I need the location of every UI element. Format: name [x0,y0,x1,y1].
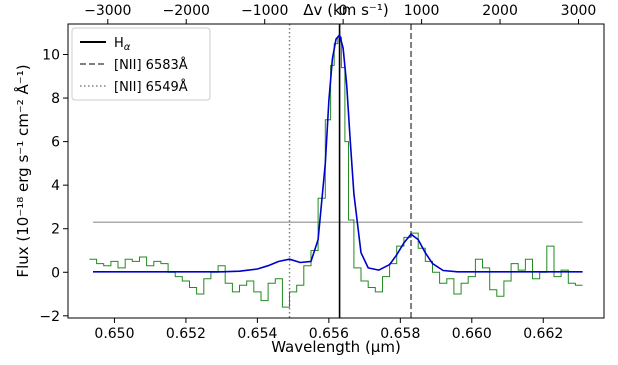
top-tick-label: −1000 [241,3,288,19]
x-axis-label: Wavelength (μm) [271,338,401,356]
x-tick-label: 0.656 [309,326,349,342]
y-tick-label: −2 [39,309,60,325]
y-axis-label: Flux (10⁻¹⁸ erg s⁻¹ cm⁻² Å⁻¹) [13,64,32,277]
legend-box [71,27,211,101]
plot-content [89,24,583,318]
x-tick-label: 0.658 [380,326,420,342]
x-tick-label: 0.662 [523,326,563,342]
legend-label-halpha: Hα [114,36,131,53]
y-tick-label: 4 [51,178,60,194]
x-tick-label: 0.652 [166,326,206,342]
y-tick-label: 8 [51,91,60,107]
top-tick-label: −3000 [84,3,131,19]
legend-label-nii-6583: [NII] 6583Å [114,57,188,73]
x-tick-label: 0.650 [94,326,134,342]
y-tick-label: 10 [42,47,60,63]
legend: Hα [NII] 6583Å [NII] 6549Å [71,27,211,101]
observed-spectrum-series [89,36,583,308]
axes-layer: 0.650 0.652 0.654 0.656 0.658 0.660 0.662 −2 0 2 4… [39,3,596,342]
top-tick-label: 3000 [561,3,597,19]
top-axis-label: Δv (km s⁻¹) [303,1,388,19]
top-tick-label: −2000 [163,3,210,19]
y-tick-label: 6 [51,135,60,151]
top-tick-label: 0 [339,3,348,19]
model-fit-series [93,34,583,273]
top-tick-label: 1000 [404,3,440,19]
plot-frame [67,23,605,319]
y-tick-label: 2 [51,222,60,238]
legend-label-nii-6549: [NII] 6549Å [114,79,188,95]
x-tick-label: 0.660 [452,326,492,342]
top-tick-label: 2000 [482,3,518,19]
y-tick-label: 0 [51,265,60,281]
x-tick-label: 0.654 [237,326,277,342]
